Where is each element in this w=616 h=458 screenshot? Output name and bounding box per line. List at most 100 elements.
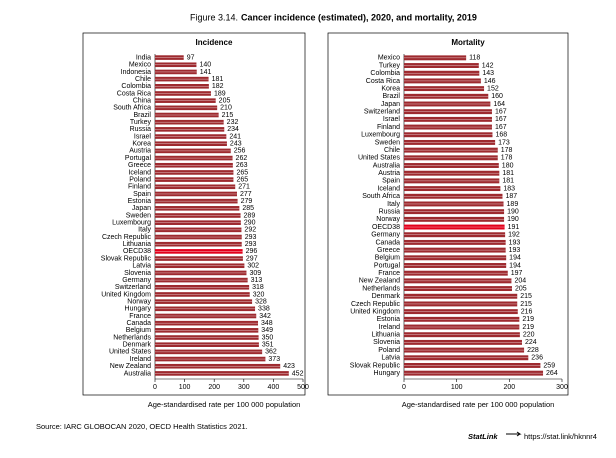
value-label: 224 [525,339,537,346]
category-label: France [378,270,400,277]
category-label: South Africa [113,105,151,112]
value-label: 297 [246,255,258,262]
value-label: 423 [283,363,295,370]
value-label: 152 [487,85,499,92]
category-label: New Zealand [359,278,400,285]
value-label: 140 [199,62,211,69]
category-label: Slovak Republic [101,255,152,262]
value-label: 146 [484,78,496,85]
category-label: Japan [132,205,151,212]
category-label: Korea [132,141,151,148]
value-label: 216 [521,308,533,315]
category-label: Indonesia [121,69,151,76]
category-label: Greece [128,162,151,169]
value-label: 205 [515,285,527,292]
value-label: 264 [546,370,558,377]
value-label: 167 [495,124,507,131]
category-label: Netherlands [113,334,151,341]
value-label: 210 [220,105,232,112]
category-label: Lithuania [372,332,401,339]
value-label: 193 [509,239,521,246]
value-label: 197 [511,270,523,277]
category-label: Spain [133,191,151,198]
category-label: Russia [379,208,401,215]
value-label: 143 [482,70,494,77]
x-tick-label: 300 [238,384,250,391]
category-label: Poland [378,347,400,354]
category-label: Germany [371,232,400,239]
x-tick-label: 500 [297,384,309,391]
category-label: Australia [373,162,400,169]
category-label: Finland [377,124,400,131]
value-label: 302 [247,263,259,270]
category-label: Sweden [126,212,151,219]
value-label: 296 [246,248,258,255]
value-label: 265 [236,169,248,176]
figure-title: Cancer incidence (estimated), 2020, and … [241,12,477,22]
value-label: 187 [505,193,517,200]
category-label: Luxembourg [112,220,151,227]
category-label: Turkey [130,119,152,126]
x-axis-label: Age-standardised rate per 100 000 popula… [402,400,555,409]
category-label: Norway [127,298,151,305]
category-label: Austria [129,148,151,155]
category-label: Estonia [128,198,151,205]
value-label: 173 [498,139,510,146]
category-label: United Kingdom [350,308,400,315]
value-label: 263 [236,162,248,169]
category-label: Switzerland [115,284,151,291]
category-label: Poland [129,176,151,183]
category-label: United Kingdom [101,291,151,298]
category-label: New Zealand [110,363,151,370]
value-label: 220 [523,332,535,339]
category-label: Italy [138,227,151,234]
category-label: Sweden [375,139,400,146]
value-label: 167 [495,109,507,116]
value-label: 289 [244,212,256,219]
category-label: United States [109,349,152,356]
category-label: Portugal [125,155,152,162]
category-label: Colombia [370,70,400,77]
category-label: Korea [381,85,400,92]
value-label: 178 [501,147,513,154]
value-label: 181 [212,76,224,83]
value-label: 290 [244,220,256,227]
value-label: 194 [509,255,521,262]
value-label: 342 [259,313,271,320]
category-label: Hungary [125,306,152,313]
value-label: 241 [229,133,241,140]
value-label: 97 [187,54,195,61]
value-label: 313 [251,277,263,284]
category-label: Denmark [372,293,401,300]
value-label: 189 [507,201,519,208]
value-label: 141 [200,69,212,76]
category-label: Costa Rica [366,78,400,85]
category-label: Austria [378,170,400,177]
value-label: 193 [509,247,521,254]
value-label: 181 [502,170,514,177]
value-label: 189 [214,90,226,97]
category-label: Ireland [130,356,152,363]
category-label: Chile [135,76,151,83]
value-label: 167 [495,116,507,123]
value-label: 118 [469,55,480,62]
category-label: Greece [377,247,400,254]
category-label: Latvia [132,263,151,270]
value-label: 191 [508,224,520,231]
value-label: 243 [230,141,242,148]
value-label: 192 [508,232,520,239]
value-label: 351 [262,342,274,349]
category-label: Norway [376,216,400,223]
category-label: Czech Republic [351,301,401,308]
value-label: 182 [212,83,224,90]
value-label: 292 [244,227,256,234]
category-label: Japan [381,101,400,108]
value-label: 271 [238,184,250,191]
statlink-url[interactable]: https://stat.link/hknnr4 [524,432,597,441]
category-label: Hungary [374,370,401,377]
value-label: 178 [501,155,513,162]
category-label: India [136,54,151,61]
value-label: 236 [531,355,543,362]
category-label: Finland [128,184,151,191]
